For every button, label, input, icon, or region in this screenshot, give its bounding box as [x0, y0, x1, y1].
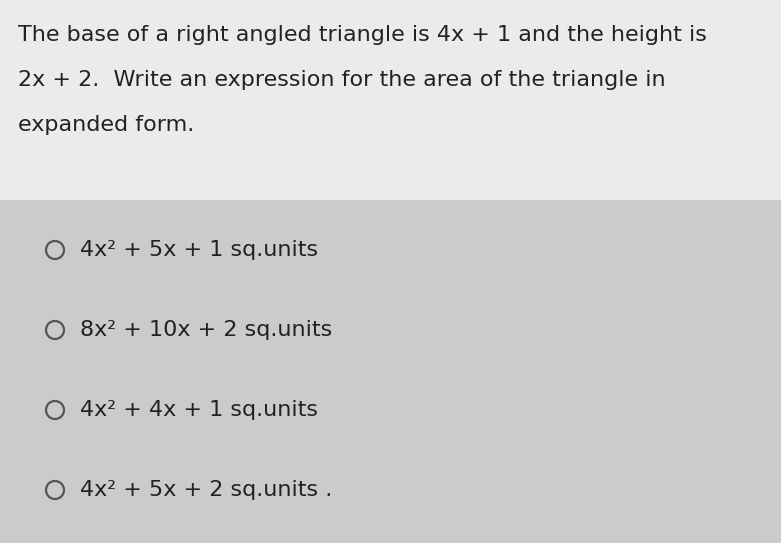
FancyBboxPatch shape — [0, 0, 781, 200]
Text: expanded form.: expanded form. — [18, 115, 194, 135]
Text: 8x² + 10x + 2 sq.units: 8x² + 10x + 2 sq.units — [80, 320, 332, 340]
Text: 4x² + 5x + 1 sq.units: 4x² + 5x + 1 sq.units — [80, 240, 318, 260]
Text: 2x + 2.  Write an expression for the area of the triangle in: 2x + 2. Write an expression for the area… — [18, 70, 665, 90]
Text: 4x² + 5x + 2 sq.units .: 4x² + 5x + 2 sq.units . — [80, 480, 332, 500]
Text: The base of a right angled triangle is 4x + 1 and the height is: The base of a right angled triangle is 4… — [18, 25, 707, 45]
Text: 4x² + 4x + 1 sq.units: 4x² + 4x + 1 sq.units — [80, 400, 318, 420]
